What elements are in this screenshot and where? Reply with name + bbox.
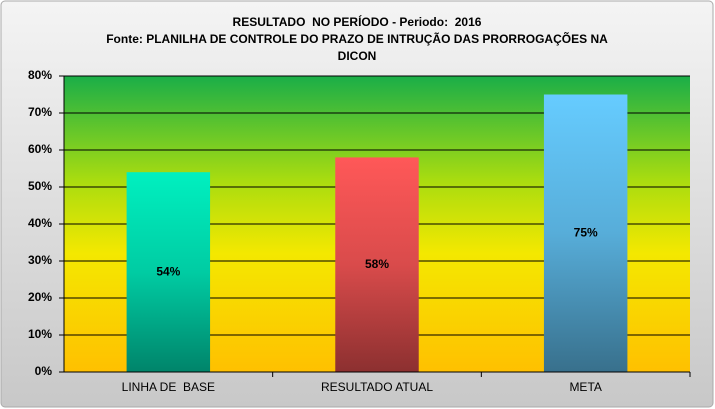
- y-tick-label: 70%: [28, 105, 52, 119]
- data-label: 75%: [574, 225, 598, 239]
- y-tick-label: 60%: [28, 142, 52, 156]
- y-tick-label: 50%: [28, 179, 52, 193]
- y-tick-label: 0%: [35, 364, 53, 378]
- chart-subtitle: Fonte: PLANILHA DE CONTROLE DO PRAZO DE …: [106, 32, 608, 63]
- y-tick-label: 30%: [28, 253, 52, 267]
- y-tick-label: 10%: [28, 327, 52, 341]
- x-tick-label: META: [569, 380, 601, 394]
- header: RESULTADO NO PERÍODO - Periodo: 2016 Fon…: [97, 14, 617, 65]
- bar: [543, 94, 628, 372]
- x-tick-label: LINHA DE BASE: [122, 380, 215, 394]
- bar: [335, 157, 419, 372]
- x-tick-label: RESULTADO ATUAL: [321, 380, 433, 394]
- chart-title: RESULTADO NO PERÍODO - Periodo: 2016: [232, 15, 482, 29]
- y-tick-label: 20%: [28, 290, 52, 304]
- data-label: 54%: [156, 264, 180, 278]
- y-tick-label: 40%: [28, 216, 52, 230]
- bar: [126, 172, 211, 372]
- y-tick-label: 80%: [28, 68, 52, 82]
- data-label: 58%: [365, 257, 389, 271]
